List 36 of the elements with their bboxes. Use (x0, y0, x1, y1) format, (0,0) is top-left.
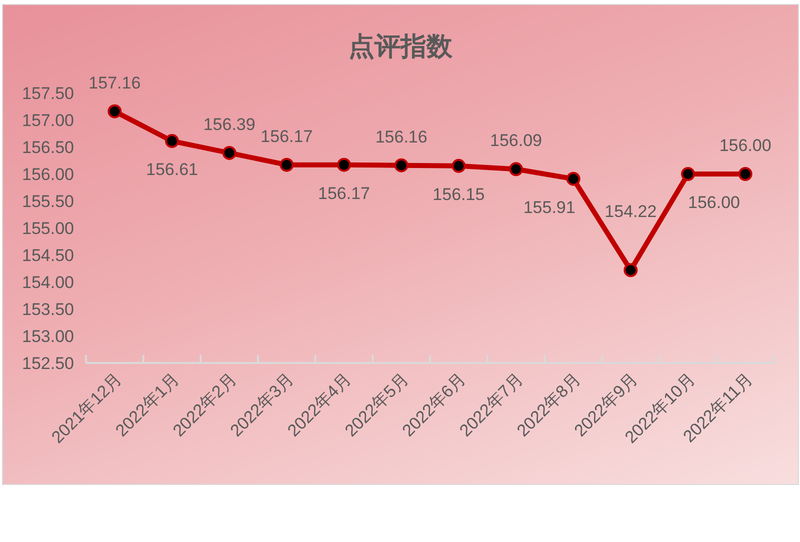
point (509, 162, 523, 176)
point (394, 158, 408, 172)
data-label: 156.00 (719, 136, 772, 155)
y-tick-label: 156.50 (22, 138, 74, 158)
data-label: 156.17 (260, 126, 313, 146)
point (280, 158, 294, 172)
point (566, 172, 580, 186)
data-label: 156.00 (688, 193, 740, 212)
data-label: 156.39 (203, 114, 256, 134)
data-label: 156.61 (146, 160, 198, 180)
data-label: 157.16 (88, 73, 141, 92)
point (452, 158, 466, 173)
data-label: 156.09 (490, 131, 542, 150)
y-tick-label: 156.00 (22, 165, 74, 184)
point (108, 104, 122, 118)
point (165, 134, 179, 148)
y-tick-label: 154.50 (22, 246, 74, 266)
data-label: 154.22 (604, 202, 657, 222)
point (337, 158, 351, 172)
data-label: 156.15 (432, 184, 485, 204)
y-tick-label: 157.50 (22, 84, 74, 104)
data-label: 156.17 (318, 184, 370, 203)
y-tick-label: 154.00 (22, 273, 74, 292)
point (222, 146, 236, 160)
y-tick-label: 155.00 (22, 219, 74, 238)
y-tick-label: 152.50 (22, 354, 74, 374)
y-tick-label: 157.00 (22, 111, 74, 130)
point (738, 167, 752, 181)
data-label: 155.91 (523, 198, 576, 217)
point (681, 167, 695, 181)
chart-title: 点评指数 (348, 30, 454, 63)
y-tick-label: 155.50 (22, 192, 74, 212)
point (624, 263, 638, 278)
data-label: 156.16 (375, 127, 428, 146)
y-tick-label: 153.00 (22, 327, 74, 346)
y-tick-label: 153.50 (22, 300, 74, 320)
